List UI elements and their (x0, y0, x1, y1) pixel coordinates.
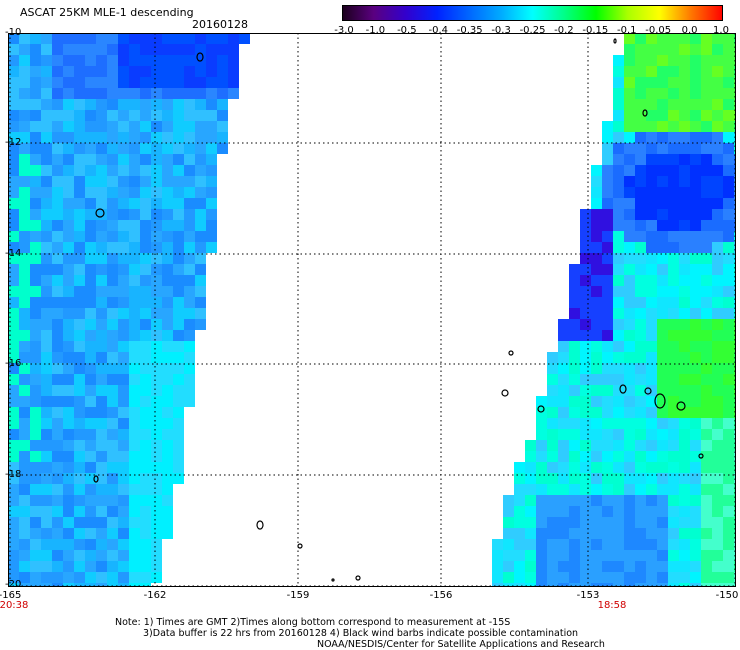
lon-label: -150 (715, 590, 739, 601)
colorbar-tick-label: -0.15 (582, 25, 609, 36)
lat-label: -14 (5, 248, 22, 259)
island-outline (93, 475, 99, 483)
colorbar-tick-label: -0.05 (645, 25, 672, 36)
island-outline (676, 401, 686, 411)
swath-right (492, 33, 736, 587)
island-outlines (93, 38, 704, 582)
island-outline (95, 208, 105, 218)
lat-label: -16 (5, 358, 22, 369)
product-title: ASCAT 25KM MLE-1 descending (20, 6, 194, 19)
note-line-1: Note: 1) Times are GMT 2)Times along bot… (115, 617, 511, 628)
colorbar-frame (342, 5, 723, 21)
island-outline (642, 109, 648, 117)
note-line-3: NOAA/NESDIS/Center for Satellite Applica… (317, 639, 605, 650)
lon-label: -159 (286, 590, 310, 601)
colorbar-tick-label: -3.0 (334, 25, 354, 36)
pass-time-right: 18:58 (597, 600, 627, 611)
lat-label: -10 (5, 27, 22, 38)
colorbar-tick-label: -0.2 (554, 25, 574, 36)
lon-label: -156 (429, 590, 453, 601)
island-outline (196, 52, 204, 62)
island-outline (537, 405, 545, 413)
colorbar-gradient (342, 5, 723, 21)
island-outline (508, 350, 514, 356)
lat-lon-grid (8, 33, 736, 587)
colorbar-tick-label: -0.4 (428, 25, 449, 36)
lon-label: -162 (143, 590, 167, 601)
lat-label: -18 (5, 469, 22, 480)
colorbar-tick-label: 1.0 (713, 25, 729, 36)
colorbar-tick-label: -0.1 (616, 25, 637, 36)
colorbar-tick-label: -0.25 (519, 25, 546, 36)
lon-label: -153 (576, 590, 600, 601)
colorbar (342, 5, 723, 21)
island-outline (698, 453, 704, 459)
map-frame (8, 33, 736, 587)
island-outline (331, 578, 335, 582)
colorbar-tick-label: -0.3 (491, 25, 511, 36)
colorbar-tick-label: -0.5 (397, 25, 417, 36)
colorbar-tick-label: -0.35 (456, 25, 483, 36)
lon-label: -165 (0, 590, 22, 601)
island-outline (256, 520, 264, 530)
island-outline (654, 393, 666, 409)
island-outline (355, 575, 361, 581)
colorbar-tick-label: 0.0 (681, 25, 698, 36)
lat-label: -12 (5, 137, 22, 148)
island-outline (297, 543, 303, 549)
island-outline (619, 384, 627, 394)
pass-time-left: 20:38 (0, 600, 29, 611)
island-outline (613, 38, 617, 44)
island-outline (644, 387, 652, 395)
swath-map (8, 33, 736, 587)
product-date: 20160128 (192, 18, 248, 31)
note-line-2: 3)Data buffer is 22 hrs from 20160128 4)… (143, 628, 579, 639)
island-outline (501, 389, 509, 397)
colorbar-tick-label: -1.0 (365, 25, 386, 36)
swath-left (8, 33, 250, 587)
lat-label: -20 (5, 579, 22, 590)
